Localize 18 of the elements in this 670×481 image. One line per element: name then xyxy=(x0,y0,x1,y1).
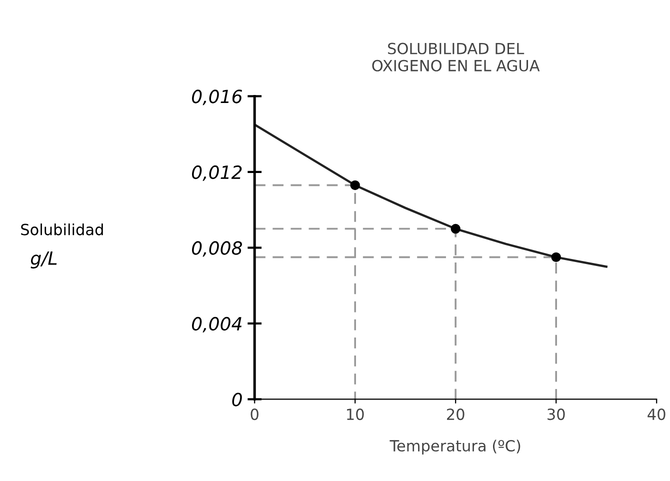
y-tick-label: 0 xyxy=(232,392,242,406)
y-tick-label: 0,016 xyxy=(192,90,242,106)
point xyxy=(450,224,460,234)
text: Solubilidad xyxy=(21,223,103,236)
x-tick-label: 30 xyxy=(548,408,565,420)
y-tick-label: 0,008 xyxy=(192,241,242,257)
x-tick-label: 10 xyxy=(347,408,364,420)
line-series xyxy=(254,124,608,268)
y-tick-label: 0,012 xyxy=(192,165,242,181)
text: g/L xyxy=(30,252,57,268)
x-axis-title: Temperatura (ºC) xyxy=(390,440,520,454)
x-tick-label: 20 xyxy=(447,408,464,420)
point xyxy=(551,252,561,262)
x-tick-label: 0 xyxy=(250,408,258,420)
point xyxy=(350,180,360,190)
x-tick-label: 40 xyxy=(648,408,666,420)
chart-title: SOLUBILIDAD DEL OXIGENO EN EL AGUA xyxy=(372,42,540,72)
y-tick-label: 0,004 xyxy=(192,316,242,332)
